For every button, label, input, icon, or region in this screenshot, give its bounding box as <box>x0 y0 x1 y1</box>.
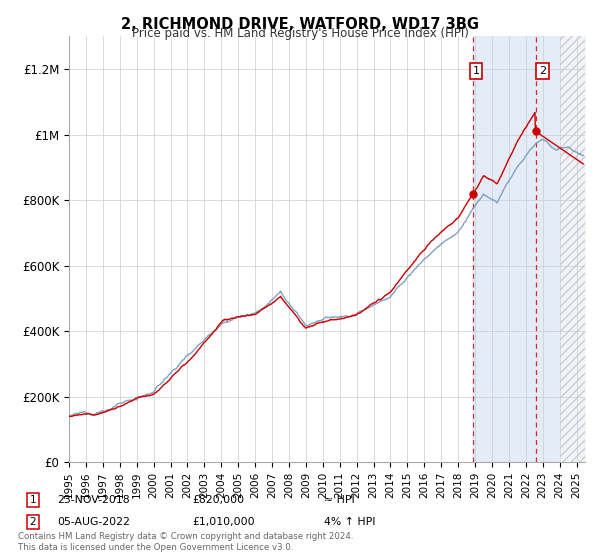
Text: 1: 1 <box>29 495 37 505</box>
Text: £1,010,000: £1,010,000 <box>192 517 254 527</box>
Text: 23-NOV-2018: 23-NOV-2018 <box>57 495 130 505</box>
Text: 2, RICHMOND DRIVE, WATFORD, WD17 3BG: 2, RICHMOND DRIVE, WATFORD, WD17 3BG <box>121 17 479 32</box>
Text: Contains HM Land Registry data © Crown copyright and database right 2024.
This d: Contains HM Land Registry data © Crown c… <box>18 532 353 552</box>
Text: 2: 2 <box>539 66 546 76</box>
Text: Price paid vs. HM Land Registry's House Price Index (HPI): Price paid vs. HM Land Registry's House … <box>131 27 469 40</box>
Bar <box>560 36 585 462</box>
Text: 05-AUG-2022: 05-AUG-2022 <box>57 517 130 527</box>
Text: 1: 1 <box>472 66 479 76</box>
Text: ≈ HPI: ≈ HPI <box>324 495 355 505</box>
Text: 2: 2 <box>29 517 37 527</box>
Text: 4% ↑ HPI: 4% ↑ HPI <box>324 517 376 527</box>
Text: £820,000: £820,000 <box>192 495 244 505</box>
